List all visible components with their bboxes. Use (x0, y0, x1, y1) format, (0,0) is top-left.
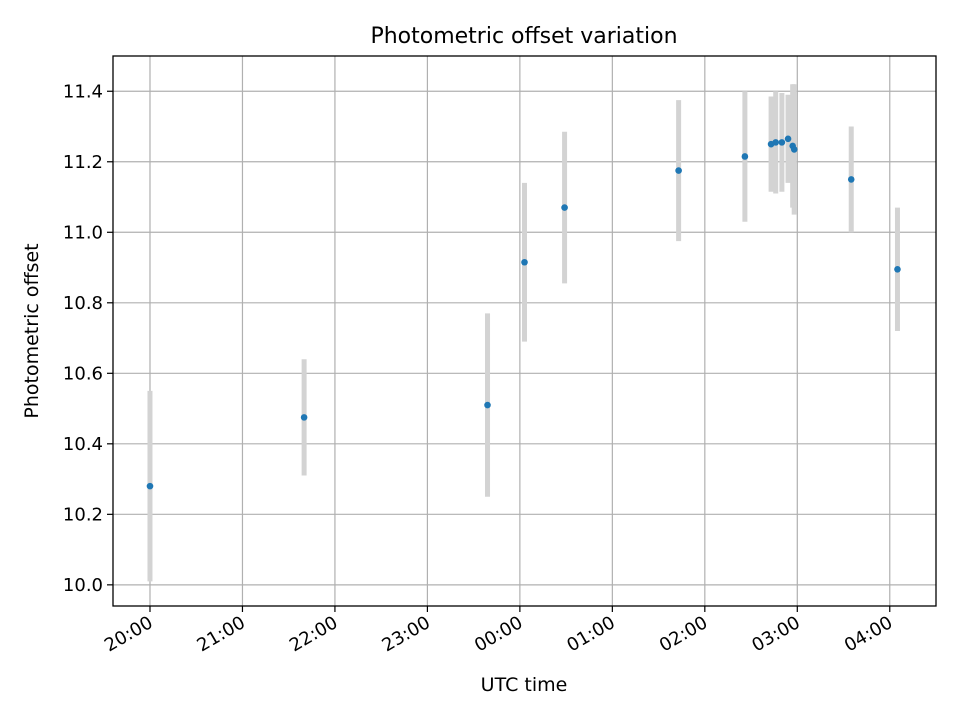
y-tick-label: 10.4 (63, 434, 103, 455)
y-axis-ticks: 10.0 10.2 10.4 10.6 10.8 11.0 11.2 11.4 (63, 81, 113, 596)
data-point (784, 135, 792, 143)
plot-frame (112, 55, 937, 607)
y-tick-label: 10.8 (63, 293, 103, 314)
data-point (790, 146, 798, 153)
data-point (675, 167, 682, 174)
chart-title: Photometric offset variation (370, 24, 677, 49)
y-tick-label: 10.2 (63, 504, 103, 525)
y-tick-label: 10.0 (63, 575, 103, 596)
error-bars (147, 84, 900, 582)
data-point (894, 266, 901, 273)
data-points (146, 135, 901, 490)
data-point (847, 176, 855, 183)
x-tick-label: 22:00 (286, 612, 341, 656)
data-point (484, 401, 491, 409)
y-tick-label: 10.6 (63, 363, 103, 384)
x-tick-label: 02:00 (656, 612, 711, 656)
x-tick-label: 21:00 (194, 612, 249, 656)
x-tick-label: 04:00 (841, 612, 896, 656)
x-axis-ticks: 20:00 21:00 22:00 23:00 00:00 01:00 02:00 03:00… (101, 606, 896, 656)
x-tick-label: 01:00 (563, 612, 618, 656)
data-point (521, 258, 528, 266)
x-axis-label: UTC time (481, 674, 568, 696)
data-point (561, 204, 568, 211)
x-tick-label: 20:00 (101, 612, 156, 656)
data-point (772, 139, 780, 146)
data-point (146, 482, 154, 490)
data-point (741, 153, 749, 160)
x-tick-label: 00:00 (471, 612, 526, 656)
x-tick-label: 03:00 (748, 612, 803, 656)
y-tick-label: 11.0 (63, 222, 103, 243)
y-axis-label: Photometric offset (21, 243, 43, 418)
data-point (778, 139, 786, 146)
x-tick-label: 23:00 (378, 612, 433, 656)
y-tick-label: 11.4 (63, 81, 103, 102)
data-point (300, 414, 308, 421)
y-tick-label: 11.2 (63, 152, 103, 173)
